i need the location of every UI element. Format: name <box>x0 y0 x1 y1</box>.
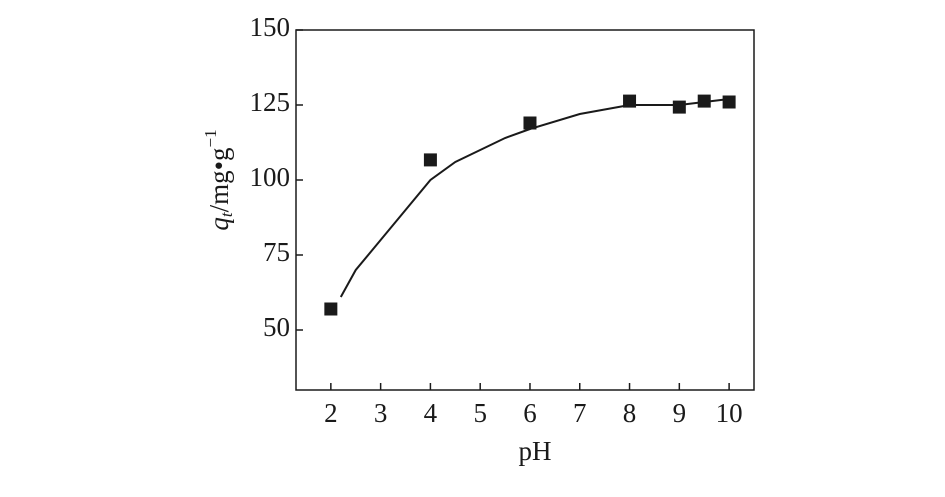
plot-frame <box>295 29 755 391</box>
y-tick-label: 150 <box>250 12 291 42</box>
y-tick-label: 75 <box>263 237 290 267</box>
x-tick-label: 8 <box>623 398 637 428</box>
data-point <box>697 94 711 108</box>
y-label-sup: −1 <box>201 129 220 147</box>
x-tick-label: 10 <box>716 398 743 428</box>
data-point <box>523 116 537 130</box>
y-label-main: q <box>204 217 234 231</box>
x-tick-label: 6 <box>523 398 537 428</box>
x-tick-label: 4 <box>424 398 438 428</box>
y-tick-label: 125 <box>250 87 291 117</box>
data-point <box>722 95 736 109</box>
data-point <box>423 153 437 167</box>
fit-curve <box>339 98 730 298</box>
y-axis-label: qt/mg•g−1 <box>201 129 236 230</box>
x-tick-label: 9 <box>673 398 687 428</box>
x-tick-label: 3 <box>374 398 388 428</box>
x-tick-label: 2 <box>324 398 338 428</box>
y-tick-label: 50 <box>263 312 290 342</box>
y-label-unit: /mg•g <box>204 147 234 212</box>
x-tick-label: 5 <box>473 398 487 428</box>
y-tick-label: 100 <box>250 162 291 192</box>
data-point <box>623 94 637 108</box>
data-point <box>672 100 686 114</box>
x-tick-label: 7 <box>573 398 587 428</box>
data-point <box>324 302 338 316</box>
y-label-sub: t <box>217 211 236 217</box>
x-axis-label: pH <box>519 436 552 466</box>
